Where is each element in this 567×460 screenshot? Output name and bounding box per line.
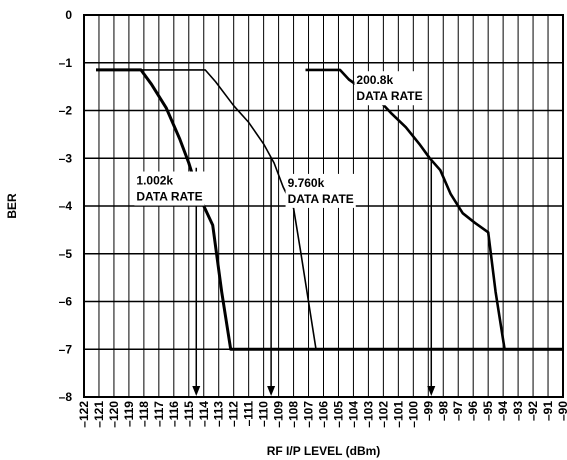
annotation-line: 1.002k (136, 174, 173, 188)
annotations: 200.8k DATA RATE 9.760k DATA RATE 1.002k DATA… (134, 71, 425, 208)
series-lines (96, 68, 563, 351)
x-tick-label: –92 (526, 401, 540, 421)
x-tick-label: –117 (152, 401, 166, 427)
annotation-background (134, 171, 205, 206)
x-tick-label: –114 (197, 401, 211, 427)
y-tick-label: –6 (59, 295, 73, 309)
y-tick-label: –5 (59, 247, 73, 261)
y-tick-labels: 0 –1 –2 –3 –4 –5 –6 –7 –8 (59, 8, 73, 404)
x-axis-label: RF I/P LEVEL (dBm) (267, 444, 381, 458)
y-tick-label: –2 (59, 104, 73, 118)
x-tick-label: –102 (376, 401, 390, 428)
x-tick-label: –118 (137, 401, 151, 427)
annotation: 1.002k DATA RATE (134, 171, 205, 206)
y-tick-label: –1 (59, 56, 73, 70)
x-tick-label: –93 (511, 401, 525, 421)
x-tick-label: –90 (556, 401, 567, 421)
x-tick-label: –105 (331, 401, 345, 428)
x-tick-label: –115 (182, 401, 196, 427)
x-tick-label: –112 (227, 401, 241, 427)
annotation-line: 200.8k (356, 73, 393, 87)
x-tick-label: –107 (302, 401, 316, 428)
x-tick-label: –95 (481, 401, 495, 421)
x-tick-label: –119 (122, 401, 136, 427)
plot-frame (83, 14, 564, 398)
y-tick-label: –7 (59, 342, 73, 356)
x-tick-label: –91 (541, 401, 555, 421)
annotation-line: 9.760k (288, 176, 325, 190)
y-tick-label: –8 (59, 390, 73, 404)
arrow-head (192, 386, 201, 396)
x-tick-label: –100 (406, 401, 420, 428)
x-tick-label: –96 (466, 401, 480, 421)
annotation-line: DATA RATE (136, 190, 202, 204)
x-tick-label: –111 (242, 401, 256, 427)
x-tick-label: –120 (107, 401, 121, 428)
y-tick-label: –4 (59, 199, 73, 213)
x-tick-label: –113 (212, 401, 226, 427)
annotation-background (285, 173, 356, 208)
arrow-head (427, 386, 436, 396)
x-tick-label: –116 (167, 401, 181, 427)
series-line (96, 69, 317, 350)
x-tick-label: –108 (287, 401, 301, 428)
arrow-head (267, 386, 276, 396)
x-tick-label: –97 (451, 401, 465, 421)
annotation: 9.760k DATA RATE (285, 173, 356, 208)
annotation-line: DATA RATE (356, 89, 422, 103)
x-tick-label: –104 (346, 401, 360, 428)
x-tick-label: –110 (257, 401, 271, 427)
y-tick-label: 0 (65, 8, 72, 22)
y-tick-label: –3 (59, 151, 73, 165)
x-tick-label: –103 (361, 401, 375, 428)
x-tick-label: –109 (272, 401, 286, 428)
y-axis-label: BER (5, 193, 19, 219)
series-line (96, 68, 563, 351)
annotation-background (354, 71, 425, 106)
x-tick-label: –99 (421, 401, 435, 421)
annotation: 200.8k DATA RATE (354, 71, 425, 106)
x-tick-label: –106 (317, 401, 331, 428)
x-tick-label: –121 (92, 401, 106, 428)
x-tick-label: –94 (496, 401, 510, 421)
x-tick-label: –101 (391, 401, 405, 428)
series-line (305, 68, 563, 351)
x-tick-label: –98 (436, 401, 450, 421)
x-tick-label: –122 (77, 401, 91, 428)
annotation-line: DATA RATE (288, 192, 354, 206)
x-tick-labels: –122 –121 –120 –119 –118 –117 –116 –115 –114 –113… (77, 401, 567, 428)
